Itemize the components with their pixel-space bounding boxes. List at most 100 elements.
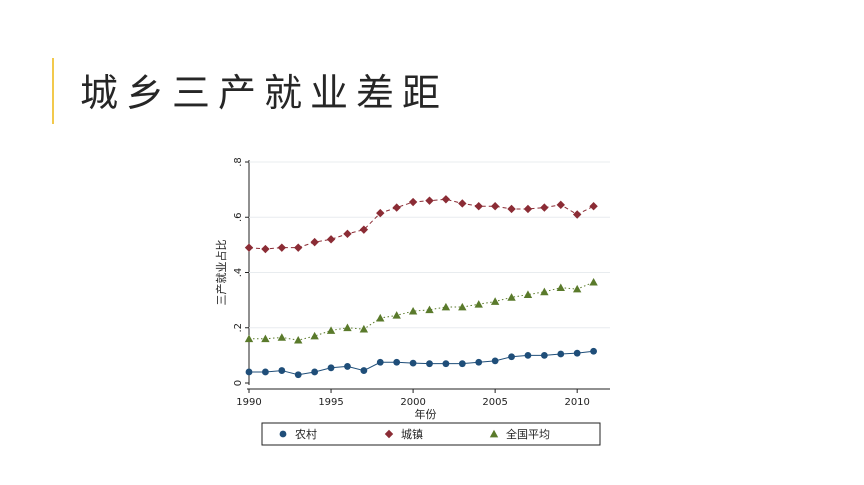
series-layer (244, 195, 598, 379)
data-point (572, 210, 582, 219)
data-point (244, 243, 254, 252)
data-point (556, 283, 565, 292)
x-tick-label: 1990 (236, 397, 261, 408)
data-point (326, 326, 336, 334)
data-point (294, 371, 302, 379)
data-point (359, 324, 369, 333)
data-point (310, 237, 319, 247)
series-3 (244, 277, 598, 344)
x-tick-label: 2000 (400, 397, 425, 408)
data-point (426, 360, 433, 368)
y-tick-label: .2 (233, 323, 244, 333)
legend-marker (384, 429, 394, 439)
data-point (245, 368, 253, 376)
y-axis: 0 .2 .4 .6 .8 (233, 157, 249, 386)
data-point (491, 357, 499, 365)
series-1 (245, 347, 597, 379)
data-point (294, 243, 303, 252)
y-tick-label: .4 (233, 268, 244, 278)
data-point (408, 197, 418, 207)
data-point (425, 196, 434, 205)
data-point (376, 358, 384, 366)
data-point (392, 311, 401, 319)
gridlines (249, 161, 610, 329)
data-point (278, 367, 286, 374)
data-point (441, 302, 451, 311)
data-point (392, 203, 401, 212)
data-point (540, 287, 549, 296)
series-line (249, 281, 594, 341)
data-point (409, 359, 417, 367)
data-point (458, 360, 466, 368)
data-point (393, 358, 401, 366)
x-tick-label: 2005 (482, 397, 507, 408)
data-point (507, 293, 516, 301)
data-point (474, 202, 483, 211)
data-point (573, 349, 581, 357)
data-point (523, 204, 533, 214)
data-point (441, 195, 451, 204)
data-point (311, 368, 319, 376)
series-2 (244, 195, 598, 254)
y-tick-label: .6 (233, 212, 244, 222)
data-point (326, 235, 336, 244)
legend-label: 农村 (295, 427, 317, 441)
data-point (572, 284, 582, 293)
data-point (442, 360, 450, 368)
data-point (475, 358, 483, 366)
title-accent-bar (52, 58, 54, 124)
data-point (425, 305, 434, 314)
data-point (540, 203, 549, 212)
legend-box (261, 422, 601, 446)
y-axis-title: 三产就业占比 (214, 240, 228, 306)
x-axis: 1990 1995 2000 2005 2010 (236, 389, 590, 408)
data-point (344, 363, 351, 370)
data-point (294, 335, 303, 344)
data-point (277, 243, 287, 252)
series-line (248, 198, 594, 250)
data-point (557, 350, 565, 358)
y-tick-label: 0 (233, 380, 244, 386)
data-point (490, 297, 500, 305)
data-point (376, 208, 385, 218)
data-point (589, 202, 598, 211)
data-point (327, 364, 335, 372)
legend-marker (489, 429, 499, 438)
data-point (523, 290, 533, 298)
data-point (277, 333, 287, 341)
data-point (590, 347, 597, 355)
data-point (524, 351, 532, 359)
data-point (262, 368, 269, 376)
data-point (556, 200, 565, 210)
data-point (589, 277, 598, 286)
data-point (408, 306, 418, 315)
data-point (343, 323, 352, 332)
legend-marker (279, 430, 287, 438)
legend-label: 城镇 (401, 427, 423, 441)
data-point (458, 199, 467, 208)
legend-label: 全国平均 (506, 427, 550, 441)
slide-title: 城乡三产就业差距 (80, 71, 449, 115)
x-tick-label: 1995 (318, 397, 343, 408)
series-line (249, 350, 594, 376)
data-point (261, 244, 270, 254)
data-point (507, 204, 516, 214)
data-point (244, 334, 254, 343)
data-point (359, 225, 369, 234)
y-tick-label: .8 (233, 157, 244, 167)
data-point (310, 331, 319, 340)
x-tick-label: 2010 (564, 397, 589, 408)
x-axis-title: 年份 (415, 407, 437, 421)
data-point (474, 300, 483, 308)
data-point (540, 351, 548, 359)
data-point (490, 202, 500, 211)
data-point (343, 229, 352, 239)
legend: 农村 城镇 全国平均 (261, 422, 601, 446)
data-point (360, 367, 368, 374)
data-point (458, 302, 467, 311)
data-point (508, 353, 515, 361)
data-point (376, 313, 385, 322)
data-point (261, 334, 270, 343)
